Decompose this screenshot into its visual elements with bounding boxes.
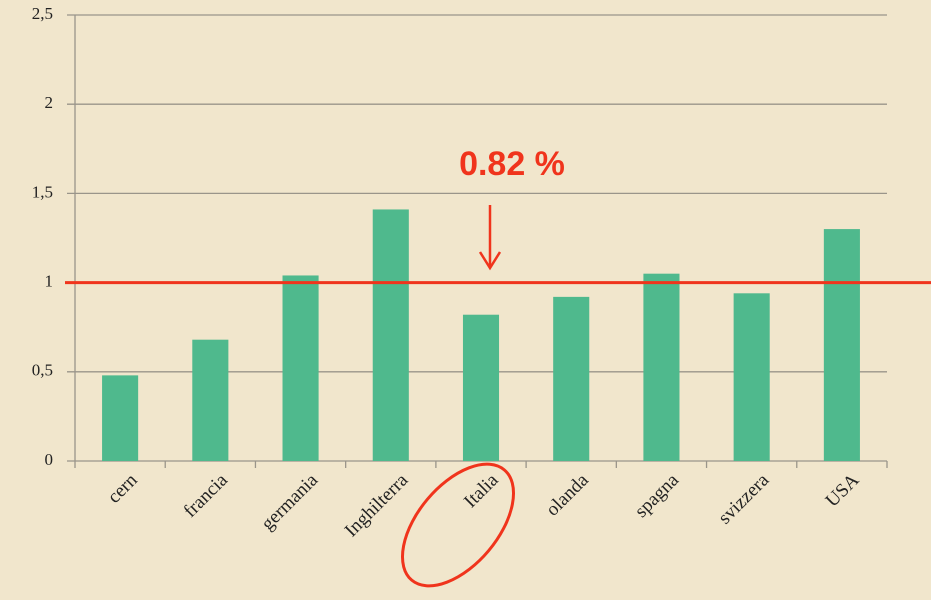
y-tick-label: 1,5 [32, 182, 53, 201]
arrow-head [478, 251, 502, 271]
bar [282, 275, 319, 461]
bar [553, 296, 590, 461]
y-tick-label: 0,5 [32, 361, 53, 380]
bar [643, 273, 680, 461]
bar [372, 209, 409, 461]
y-tick-label: 2,5 [32, 4, 53, 23]
bar [102, 375, 139, 461]
y-tick-label: 0 [45, 450, 54, 469]
annotation: 0.82 % [459, 145, 565, 183]
y-tick-label: 2 [45, 93, 54, 112]
bar [823, 229, 860, 461]
bar [462, 314, 500, 461]
highlight-circle [400, 462, 516, 588]
bar [192, 339, 229, 461]
bar [733, 293, 770, 461]
y-tick-label: 1 [45, 272, 54, 291]
